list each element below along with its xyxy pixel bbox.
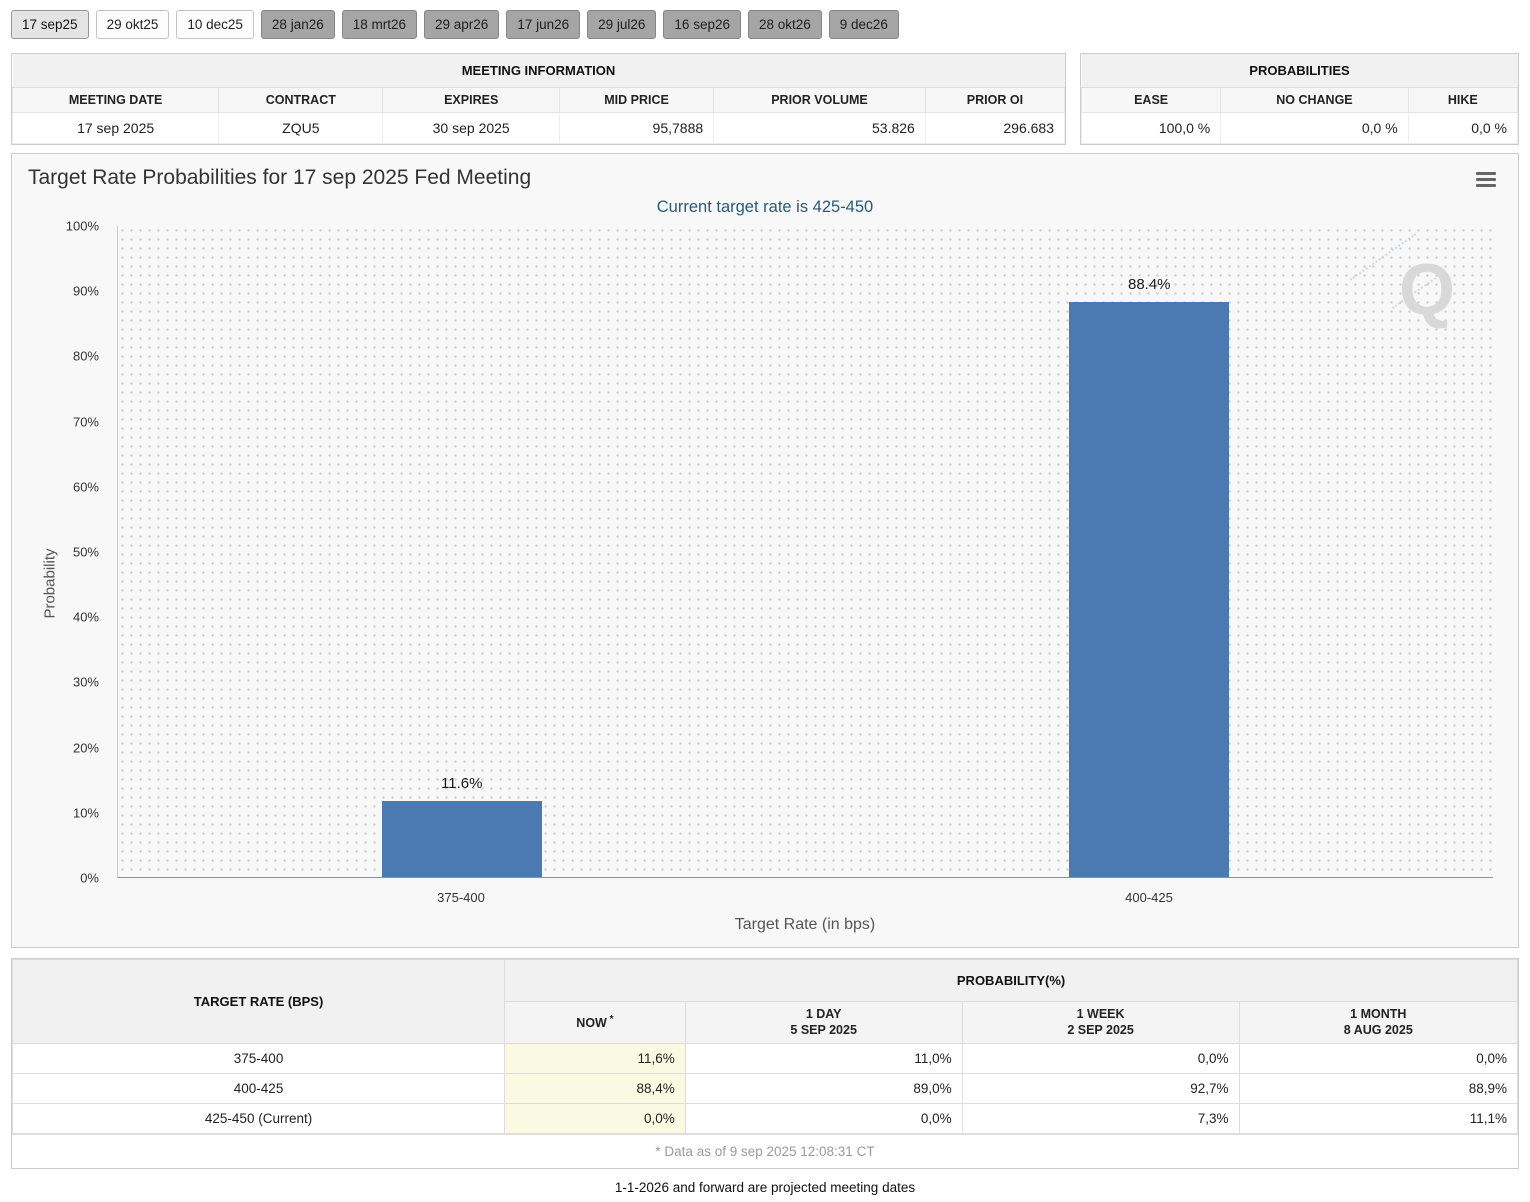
probability-cell: 0,0%	[961, 1042, 1240, 1074]
column-header: EXPIRES	[382, 87, 560, 113]
x-category-label: 375-400	[437, 890, 485, 905]
chart-subtitle: Current target rate is 425-450	[656, 198, 874, 216]
tab-29-okt25[interactable]: 29 okt25	[95, 10, 170, 39]
tab-17-sep25[interactable]: 17 sep25	[11, 10, 89, 39]
bar-400-425[interactable]	[1069, 301, 1230, 877]
probability-cell: 7,3%	[961, 1102, 1240, 1134]
y-tick-label: 30%	[72, 674, 99, 690]
cell-value: 0,0 %	[1407, 112, 1519, 144]
y-tick-label: 90%	[72, 283, 99, 299]
column-header: PRIOR OI	[924, 87, 1066, 113]
probability-cell: 0,0%	[684, 1102, 963, 1134]
meeting-information-title: MEETING INFORMATION	[12, 54, 1065, 88]
tab-29-jul26[interactable]: 29 jul26	[587, 10, 657, 39]
tab-28-okt26[interactable]: 28 okt26	[747, 10, 822, 39]
bar-value-label: 88.4%	[1127, 275, 1171, 293]
probability-cell: 0,0%	[1238, 1042, 1519, 1074]
target-rate-cell: 400-425	[11, 1072, 506, 1104]
target-rate-header: TARGET RATE (BPS)	[11, 959, 506, 1044]
y-axis-labels: 0% 10% 20% 30% 40% 50% 60% 70% 80% 90% 100%	[12, 219, 109, 886]
prob-col-header: NOW *	[504, 1001, 686, 1044]
quikstrike-q-logo: Q	[1398, 250, 1455, 330]
top-info-row: MEETING INFORMATION MEETING DATE CONTRACT…	[11, 53, 1519, 145]
table-row: 375-400 11,6% 11,0% 0,0% 0,0%	[11, 1042, 1519, 1074]
probability-cell: 11,1%	[1238, 1102, 1519, 1134]
column-header: HIKE	[1407, 87, 1519, 113]
y-tick-label: 60%	[72, 479, 99, 495]
y-tick-label: 100%	[65, 218, 99, 234]
projected-dates-note: 1-1-2026 and forward are projected meeti…	[614, 1179, 916, 1195]
bar-375-400[interactable]	[381, 801, 542, 877]
column-header: CONTRACT	[218, 87, 384, 113]
cell-value: 17 sep 2025	[11, 112, 220, 144]
y-tick-label: 80%	[72, 348, 99, 364]
cell-value: 296.683	[924, 112, 1066, 144]
y-tick-label: 70%	[72, 414, 99, 430]
target-rate-cell: 375-400	[11, 1042, 506, 1074]
chart-title: Target Rate Probabilities for 17 sep 202…	[28, 166, 532, 189]
probabilities-panel: PROBABILITIES EASE NO CHANGE HIKE 100,0 % 0…	[1080, 53, 1519, 145]
plot-area: Q 11.6% 88.4%	[117, 226, 1493, 878]
probability-cell: 11,0%	[684, 1042, 963, 1074]
cell-value: ZQU5	[218, 112, 384, 144]
cell-value: 95,7888	[558, 112, 715, 144]
probability-cell: 89,0%	[684, 1072, 963, 1104]
cell-value: 0,0 %	[1220, 112, 1409, 144]
column-header: NO CHANGE	[1220, 87, 1409, 113]
tab-9-dec26[interactable]: 9 dec26	[828, 10, 899, 39]
fed-meeting-probability-chart: Target Rate Probabilities for 17 sep 202…	[11, 153, 1519, 948]
bar-value-label: 11.6%	[441, 775, 483, 793]
probability-history-table: TARGET RATE (BPS) PROBABILITY(%) NOW * 1 …	[11, 959, 1519, 1134]
y-tick-label: 50%	[72, 544, 99, 560]
cell-value: 100,0 %	[1080, 112, 1222, 144]
column-header: MEETING DATE	[11, 87, 220, 113]
prob-col-header: 1 WEEK 2 SEP 2025	[961, 1001, 1240, 1044]
tab-16-sep26[interactable]: 16 sep26	[663, 10, 741, 39]
hamburger-menu-icon[interactable]	[1476, 172, 1496, 188]
prob-col-header: 1 DAY 5 SEP 2025	[684, 1001, 963, 1044]
probabilities-title: PROBABILITIES	[1081, 54, 1518, 88]
probability-history-section: TARGET RATE (BPS) PROBABILITY(%) NOW * 1 …	[11, 958, 1519, 1169]
tab-29-apr26[interactable]: 29 apr26	[424, 10, 500, 39]
y-tick-label: 0%	[80, 870, 99, 886]
probability-cell: 88,4%	[504, 1072, 686, 1104]
table-row: 425-450 (Current) 0,0% 0,0% 7,3% 11,1%	[11, 1102, 1519, 1134]
tab-18-mrt26[interactable]: 18 mrt26	[341, 10, 418, 39]
y-tick-label: 10%	[72, 805, 99, 821]
tab-28-jan26[interactable]: 28 jan26	[260, 10, 335, 39]
meeting-information-panel: MEETING INFORMATION MEETING DATE CONTRACT…	[11, 53, 1066, 145]
target-rate-cell: 425-450 (Current)	[11, 1102, 506, 1134]
y-tick-label: 20%	[72, 740, 99, 756]
x-category-label: 400-425	[1125, 890, 1173, 905]
column-header: EASE	[1080, 87, 1222, 113]
cell-value: 53.826	[713, 112, 926, 144]
probability-group-header: PROBABILITY(%)	[504, 959, 1518, 1002]
cell-value: 30 sep 2025	[382, 112, 560, 144]
column-header: MID PRICE	[558, 87, 715, 113]
data-asof-note: * Data as of 9 sep 2025 12:08:31 CT	[12, 1133, 1518, 1168]
probability-cell: 11,6%	[504, 1042, 686, 1074]
probability-cell: 88,9%	[1238, 1072, 1519, 1104]
x-axis-title: Target Rate (in bps)	[734, 916, 876, 933]
probability-cell: 92,7%	[961, 1072, 1240, 1104]
y-tick-label: 40%	[72, 609, 99, 625]
tab-17-jun26[interactable]: 17 jun26	[506, 10, 581, 39]
meeting-tabs: 17 sep25 29 okt25 10 dec25 28 jan26 18 mrt26…	[11, 10, 1519, 39]
prob-col-header: 1 MONTH 8 AUG 2025	[1238, 1001, 1519, 1044]
column-header: PRIOR VOLUME	[713, 87, 926, 113]
table-row: 400-425 88,4% 89,0% 92,7% 88,9%	[11, 1072, 1519, 1104]
x-axis-labels: 375-400 400-425	[117, 890, 1493, 908]
probability-cell: 0,0%	[504, 1102, 686, 1134]
tab-10-dec25[interactable]: 10 dec25	[176, 10, 254, 39]
